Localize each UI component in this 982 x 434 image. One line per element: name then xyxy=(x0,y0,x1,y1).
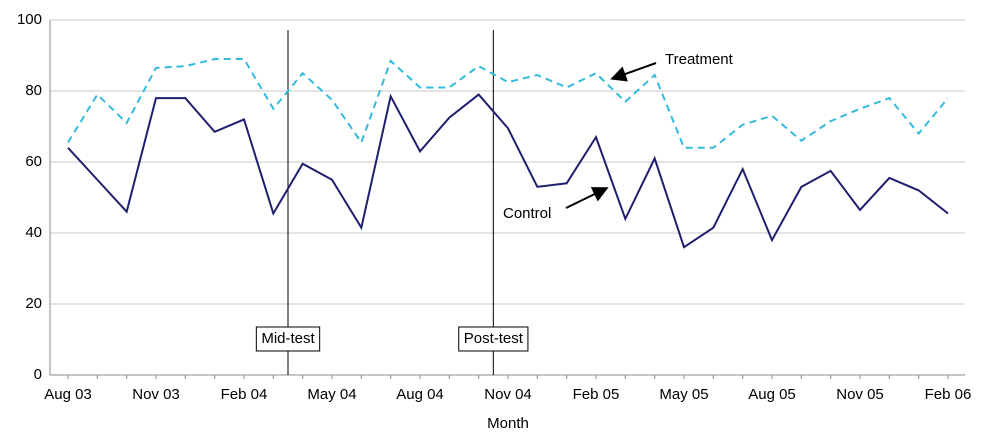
x-tick-label: Feb 04 xyxy=(221,386,268,403)
x-tick-label: May 04 xyxy=(307,386,356,403)
series-line xyxy=(67,58,949,149)
reference-label: Mid-test xyxy=(261,330,315,347)
x-tick-label: Nov 04 xyxy=(484,386,532,403)
x-tick-label: Feb 05 xyxy=(573,386,620,403)
annotation: Treatment xyxy=(665,51,734,68)
x-tick-label: Nov 05 xyxy=(836,386,884,403)
x-axis-label: Month xyxy=(487,415,529,432)
annotation-arrow xyxy=(610,62,657,82)
y-tick-label: 80 xyxy=(25,82,42,99)
x-tick-label: Aug 05 xyxy=(748,386,796,403)
y-tick-label: 60 xyxy=(25,153,42,170)
x-tick-label: Aug 03 xyxy=(44,386,92,403)
annotation: Control xyxy=(503,205,551,222)
x-tick-label: Nov 03 xyxy=(132,386,180,403)
x-tick-label: Aug 04 xyxy=(396,386,444,403)
x-tick-label: May 05 xyxy=(659,386,708,403)
reference-label-box xyxy=(458,326,529,352)
y-tick-label: 0 xyxy=(34,366,42,383)
reference-label-box xyxy=(255,326,321,352)
series-line xyxy=(67,93,949,249)
annotation-arrow xyxy=(565,187,609,209)
reference-label: Post-test xyxy=(464,330,524,347)
y-tick-label: 40 xyxy=(25,224,42,241)
y-tick-label: 100 xyxy=(17,11,42,28)
y-tick-label: 20 xyxy=(25,295,42,312)
x-tick-label: Feb 06 xyxy=(925,386,972,403)
